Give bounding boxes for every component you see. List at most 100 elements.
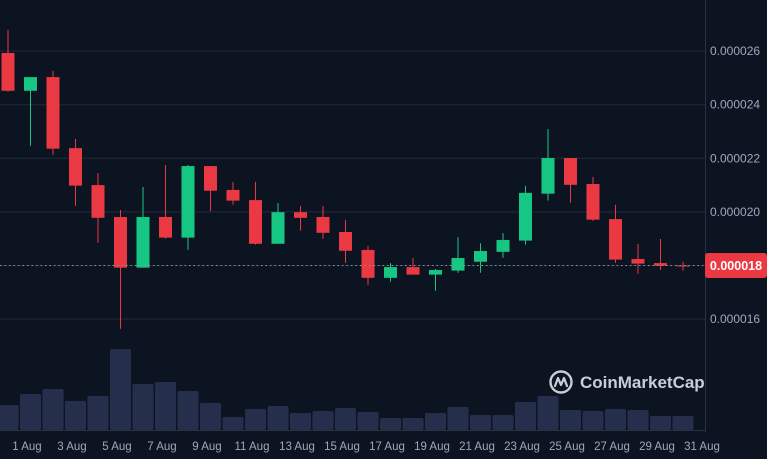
candle <box>91 173 105 243</box>
y-tick-label: 0.000026 <box>710 44 760 58</box>
time-axis: 1 Aug 3 Aug 5 Aug 7 Aug 9 Aug 11 Aug 13 Aug 15 … <box>12 441 720 453</box>
candle <box>249 181 262 245</box>
y-tick-label: 0.000024 <box>710 98 760 112</box>
candle <box>451 237 465 273</box>
candle <box>631 244 645 274</box>
candle-body <box>451 257 465 271</box>
candle-body <box>69 148 82 186</box>
x-tick-label: 23 Aug <box>504 441 540 453</box>
candle <box>271 203 285 244</box>
volume-bar <box>335 408 356 430</box>
volume-bar <box>290 413 311 430</box>
volume-bar <box>447 407 469 430</box>
candle-body <box>339 232 352 251</box>
candle <box>384 263 397 282</box>
x-tick-label: 29 Aug <box>639 441 675 453</box>
candle-body <box>429 270 442 275</box>
x-tick-label: 31 Aug <box>684 441 720 453</box>
candle-body <box>91 185 105 218</box>
candle-body <box>586 184 600 220</box>
price-axis: 0.000016 0.000020 0.000022 0.000024 0.000026 <box>710 44 760 326</box>
volume-bar <box>560 410 581 430</box>
candle-body <box>114 216 127 268</box>
volume-bar <box>20 394 41 430</box>
x-tick-label: 13 Aug <box>279 441 315 453</box>
x-tick-label: 19 Aug <box>414 441 450 453</box>
last-price-box <box>705 253 767 278</box>
y-tick-label: 0.000020 <box>710 205 760 219</box>
candle-body <box>204 166 217 191</box>
candle-body <box>519 192 532 241</box>
candle-body <box>406 267 420 275</box>
candle <box>519 185 532 245</box>
candle <box>406 257 420 275</box>
volume-bar <box>650 416 671 430</box>
candle <box>226 181 240 205</box>
candle <box>114 210 127 329</box>
candle-body <box>654 263 667 266</box>
volume-bar <box>380 418 401 430</box>
candle-body <box>271 212 285 244</box>
y-tick-label: 0.000022 <box>710 151 760 165</box>
candle-body <box>46 77 60 149</box>
candle <box>429 268 442 291</box>
volume-bar <box>402 418 424 430</box>
candle <box>676 261 690 271</box>
candle <box>654 238 667 270</box>
volume-bar <box>312 411 334 430</box>
volume-bar <box>65 401 86 430</box>
candle <box>204 166 217 212</box>
candle-body <box>609 219 622 260</box>
volume-bar <box>582 411 604 430</box>
volume-bar <box>425 413 446 430</box>
candle <box>564 158 577 203</box>
volume-bar <box>627 410 649 430</box>
x-tick-label: 7 Aug <box>147 441 176 453</box>
volume-bar <box>515 402 536 430</box>
candle-body <box>496 240 510 252</box>
coinmarketcap-watermark: CoinMarketCap <box>549 370 705 394</box>
x-tick-label: 17 Aug <box>369 441 405 453</box>
candle <box>136 186 150 268</box>
volume-bar <box>267 406 289 430</box>
x-tick-label: 27 Aug <box>594 441 630 453</box>
volume-bar <box>672 416 694 430</box>
candle-body <box>24 77 37 91</box>
candle <box>361 245 375 285</box>
volume-bar <box>200 403 221 430</box>
candle-body <box>249 200 262 244</box>
x-tick-label: 11 Aug <box>235 441 270 453</box>
candle-body <box>316 216 330 233</box>
candle-body <box>564 158 577 185</box>
volume-bar <box>177 391 199 430</box>
x-tick-label: 3 Aug <box>57 441 86 453</box>
candle <box>294 206 307 231</box>
volume-bar <box>155 382 176 430</box>
candle <box>474 243 487 273</box>
volume-bar <box>470 415 491 430</box>
volume-bar <box>222 417 244 430</box>
x-tick-label: 9 Aug <box>192 441 221 453</box>
volume-bar <box>110 349 131 430</box>
coinmarketcap-logo-icon <box>549 370 573 394</box>
candle <box>1 29 15 92</box>
candle-body <box>541 158 555 194</box>
x-tick-label: 21 Aug <box>459 441 495 453</box>
volume-bar <box>0 405 19 430</box>
volume-bar <box>42 389 64 430</box>
candle-body <box>1 52 15 91</box>
candle <box>609 204 622 263</box>
candle-body <box>226 189 240 201</box>
volume-bar <box>537 396 559 430</box>
candle <box>46 70 60 155</box>
candle <box>339 219 352 263</box>
candle-body <box>159 216 172 238</box>
candle-body <box>384 267 397 278</box>
candle-body <box>631 259 645 264</box>
x-tick-label: 15 Aug <box>324 441 360 453</box>
candle <box>24 77 37 146</box>
candle <box>496 233 510 258</box>
volume-bar <box>357 412 379 430</box>
candle-body <box>676 265 690 267</box>
